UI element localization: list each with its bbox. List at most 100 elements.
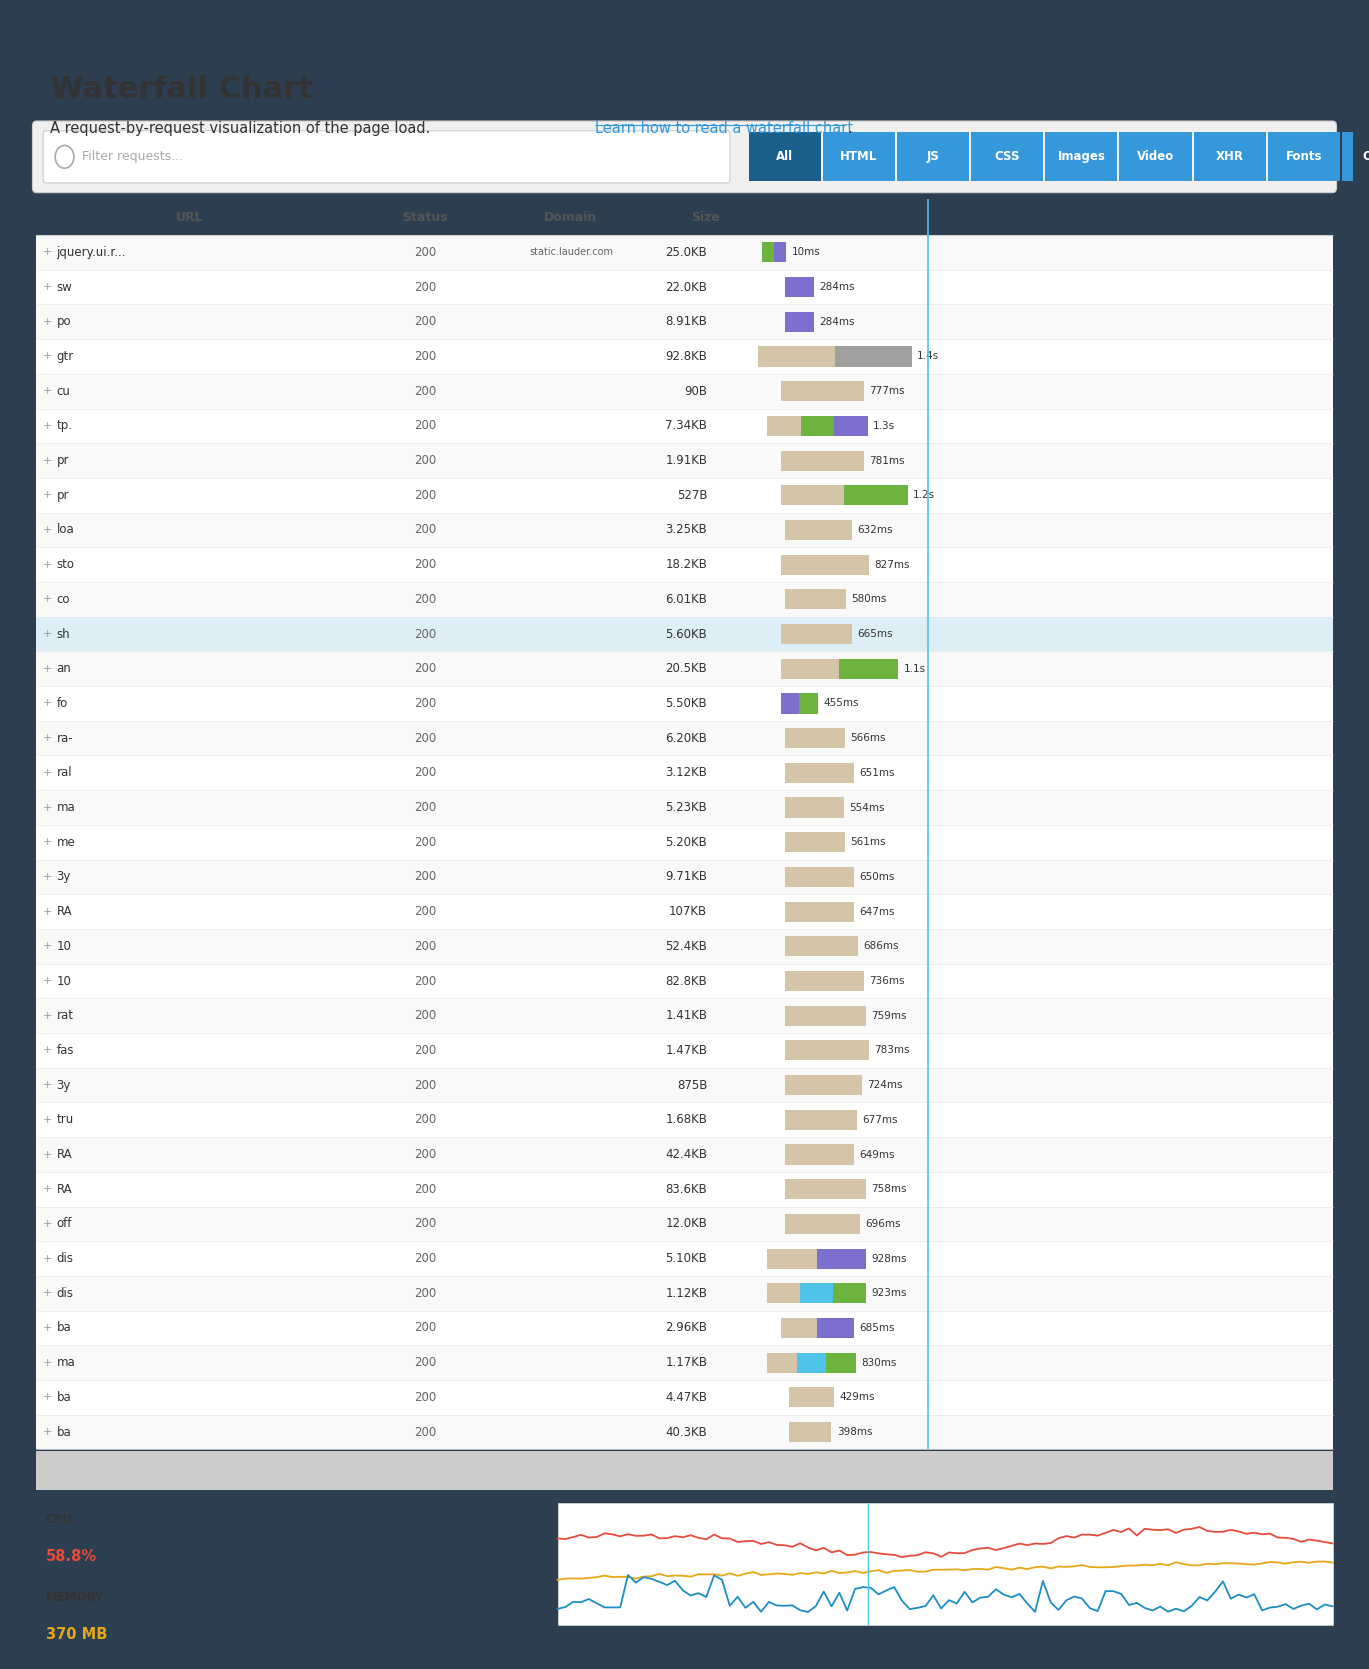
- Text: 10: 10: [56, 975, 71, 988]
- Text: ba: ba: [56, 1390, 71, 1404]
- Text: dis: dis: [56, 1252, 74, 1265]
- Text: +: +: [44, 698, 52, 708]
- Bar: [784, 866, 854, 886]
- Text: 696ms: 696ms: [865, 1218, 901, 1228]
- Text: +: +: [44, 1427, 52, 1437]
- Text: 200: 200: [415, 1148, 437, 1162]
- Text: 429ms: 429ms: [839, 1392, 875, 1402]
- Text: 923ms: 923ms: [872, 1288, 908, 1298]
- Text: 759ms: 759ms: [872, 1011, 908, 1021]
- Text: 200: 200: [415, 1010, 437, 1021]
- Text: 3.12KB: 3.12KB: [665, 766, 708, 779]
- Text: 200: 200: [415, 315, 437, 329]
- Text: +: +: [44, 1392, 52, 1402]
- Bar: [37, 895, 1332, 930]
- Text: 554ms: 554ms: [849, 803, 884, 813]
- Text: static.lauder.com: static.lauder.com: [528, 247, 613, 257]
- Text: 6.01KB: 6.01KB: [665, 592, 708, 606]
- Text: 107KB: 107KB: [669, 905, 708, 918]
- Text: 200: 200: [415, 698, 437, 709]
- Text: 1.91KB: 1.91KB: [665, 454, 708, 467]
- Text: 9.71KB: 9.71KB: [665, 871, 708, 883]
- Bar: [37, 1068, 1332, 1103]
- Text: Video: Video: [1136, 150, 1175, 164]
- Text: 200: 200: [415, 731, 437, 744]
- Text: +: +: [44, 491, 52, 501]
- Text: fas: fas: [56, 1043, 74, 1056]
- Bar: [784, 763, 854, 783]
- Bar: [37, 686, 1332, 721]
- Text: +: +: [44, 629, 52, 639]
- Text: tp.: tp.: [56, 419, 73, 432]
- Text: fo: fo: [56, 698, 67, 709]
- Text: 5.60KB: 5.60KB: [665, 628, 708, 641]
- Text: gtr: gtr: [56, 350, 74, 362]
- Bar: [763, 242, 773, 262]
- Bar: [799, 693, 819, 714]
- Text: 1.3s: 1.3s: [873, 421, 895, 431]
- Text: +: +: [44, 733, 52, 743]
- Text: 827ms: 827ms: [875, 559, 910, 569]
- Text: 3y: 3y: [56, 1078, 71, 1092]
- Text: 5.10KB: 5.10KB: [665, 1252, 708, 1265]
- Bar: [768, 1283, 801, 1303]
- Bar: [37, 409, 1332, 444]
- Text: 200: 200: [415, 940, 437, 953]
- Bar: [784, 1178, 867, 1200]
- Bar: [784, 1075, 862, 1095]
- Text: cu: cu: [56, 384, 70, 397]
- Text: Othe: Othe: [1362, 150, 1369, 164]
- Text: 18.2KB: 18.2KB: [665, 557, 708, 571]
- Text: +: +: [44, 1011, 52, 1021]
- Text: pr: pr: [56, 489, 68, 502]
- Text: Fonts: Fonts: [1285, 150, 1322, 164]
- Text: 5.20KB: 5.20KB: [665, 836, 708, 850]
- Text: All: All: [776, 150, 793, 164]
- Bar: [789, 1387, 834, 1407]
- Bar: [37, 1242, 1332, 1275]
- Bar: [37, 444, 1332, 477]
- Text: 10ms: 10ms: [791, 247, 820, 257]
- Text: 10: 10: [56, 940, 71, 953]
- Bar: [37, 270, 1332, 304]
- Bar: [780, 659, 839, 679]
- Bar: [780, 381, 864, 401]
- Text: 685ms: 685ms: [860, 1324, 895, 1334]
- Bar: [784, 589, 846, 609]
- Text: rat: rat: [56, 1010, 74, 1021]
- Bar: [37, 512, 1332, 547]
- Text: 561ms: 561ms: [850, 838, 886, 848]
- Bar: [768, 1248, 817, 1268]
- Text: +: +: [44, 664, 52, 674]
- Bar: [37, 651, 1332, 686]
- Text: 20.5KB: 20.5KB: [665, 663, 708, 676]
- Text: 3.25KB: 3.25KB: [665, 524, 708, 536]
- Bar: [37, 477, 1332, 512]
- Text: pr: pr: [56, 454, 68, 467]
- Bar: [37, 789, 1332, 824]
- Text: an: an: [56, 663, 71, 676]
- Text: Domain: Domain: [545, 210, 597, 224]
- Bar: [801, 416, 834, 436]
- Text: 1.68KB: 1.68KB: [665, 1113, 708, 1127]
- Text: 3y: 3y: [56, 871, 71, 883]
- Text: 580ms: 580ms: [852, 594, 887, 604]
- Text: +: +: [44, 1080, 52, 1090]
- Bar: [37, 1310, 1332, 1345]
- Text: 1.12KB: 1.12KB: [665, 1287, 708, 1300]
- Text: 42.4KB: 42.4KB: [665, 1148, 708, 1162]
- Text: 200: 200: [415, 1252, 437, 1265]
- Text: 928ms: 928ms: [872, 1253, 908, 1263]
- Text: CSS: CSS: [994, 150, 1020, 164]
- Text: 647ms: 647ms: [860, 906, 895, 916]
- Text: po: po: [56, 315, 71, 329]
- Text: +: +: [44, 247, 52, 257]
- Text: 187 Requests: 187 Requests: [45, 1464, 136, 1477]
- Text: 200: 200: [415, 350, 437, 362]
- Text: 200: 200: [415, 628, 437, 641]
- Bar: [835, 347, 912, 367]
- Text: 92.8KB: 92.8KB: [665, 350, 708, 362]
- Text: +: +: [44, 768, 52, 778]
- Text: 52.4KB: 52.4KB: [665, 940, 708, 953]
- Text: 40.3KB: 40.3KB: [665, 1425, 708, 1439]
